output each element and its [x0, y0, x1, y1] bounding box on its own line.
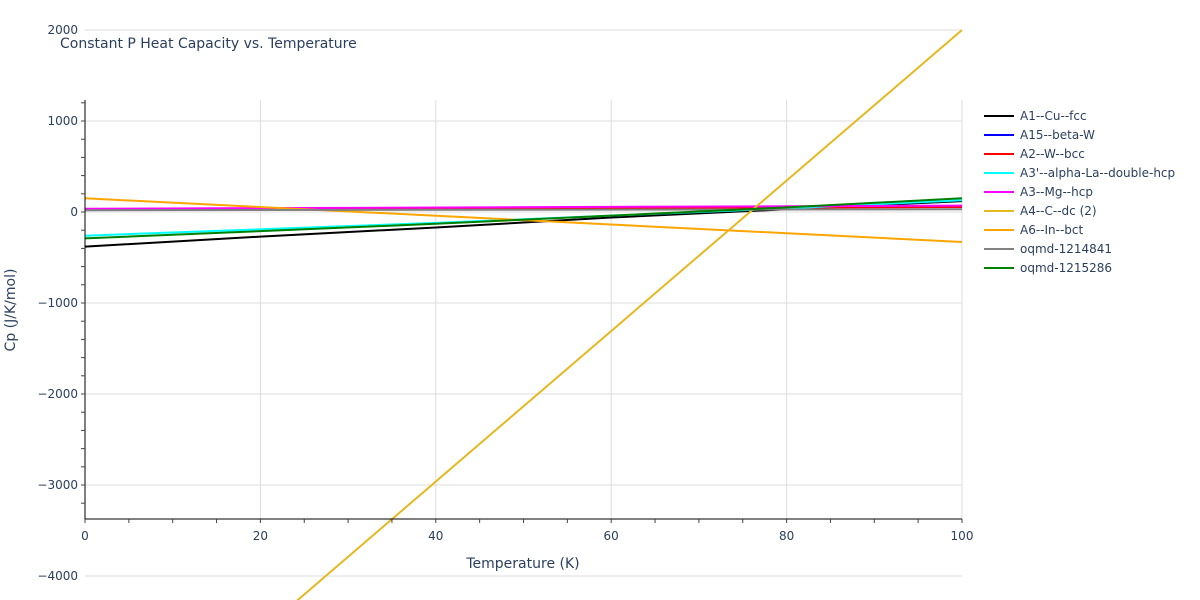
x-tick-label: 0	[81, 529, 89, 543]
axes: 0 20 40 60 80 100 2000 1000 0 −1000 −2000 −3000 −400…	[37, 23, 974, 583]
legend-label: A3'--alpha-La--double-hcp	[1020, 165, 1176, 180]
legend-label: A3--Mg--hcp	[1020, 184, 1093, 199]
legend-item[interactable]: A2--W--bcc	[984, 144, 1175, 163]
chart-title: Constant P Heat Capacity vs. Temperature	[60, 36, 357, 52]
legend-line-icon	[984, 114, 1014, 117]
y-axis-title: Cp (J/K/mol)	[3, 269, 19, 352]
legend-label: A1--Cu--fcc	[1020, 108, 1087, 123]
legend-line-icon	[984, 171, 1014, 174]
legend-label: A2--W--bcc	[1020, 146, 1085, 161]
y-tick-label: 0	[70, 205, 78, 219]
series-line-5	[296, 29, 963, 600]
gridlines	[85, 29, 963, 577]
legend-line-icon	[984, 209, 1014, 212]
legend-line-icon	[984, 228, 1014, 231]
legend-label: A15--beta-W	[1020, 127, 1095, 142]
plot-lines	[84, 29, 963, 600]
legend-line-icon	[984, 190, 1014, 193]
x-tick-label: 100	[951, 529, 974, 543]
legend-label: oqmd-1214841	[1020, 241, 1113, 256]
y-tick-label: −2000	[37, 387, 78, 401]
legend-item[interactable]: A15--beta-W	[984, 125, 1175, 144]
x-tick-label: 80	[779, 529, 794, 543]
legend-item[interactable]: oqmd-1215286	[984, 258, 1175, 277]
legend-item[interactable]: A1--Cu--fcc	[984, 106, 1175, 125]
legend-line-icon	[984, 152, 1014, 155]
legend-item[interactable]: A3--Mg--hcp	[984, 182, 1175, 201]
legend: A1--Cu--fcc A15--beta-W A2--W--bcc A3'--alp…	[984, 106, 1175, 277]
x-tick-label: 40	[428, 529, 443, 543]
y-tick-label: −1000	[37, 296, 78, 310]
y-tick-label: −4000	[37, 569, 78, 583]
legend-label: A4--C--dc (2)	[1020, 203, 1097, 218]
legend-item[interactable]: oqmd-1214841	[984, 239, 1175, 258]
x-tick-label: 20	[253, 529, 268, 543]
legend-label: A6--In--bct	[1020, 222, 1084, 237]
y-tick-label: −3000	[37, 478, 78, 492]
legend-item[interactable]: A3'--alpha-La--double-hcp	[984, 163, 1175, 182]
series-line-7	[84, 208, 963, 212]
y-tick-label: 2000	[47, 23, 78, 37]
x-tick-label: 60	[604, 529, 619, 543]
legend-line-icon	[984, 133, 1014, 136]
legend-line-icon	[984, 266, 1014, 269]
legend-label: oqmd-1215286	[1020, 260, 1113, 275]
legend-item[interactable]: A4--C--dc (2)	[984, 201, 1175, 220]
y-tick-label: 1000	[47, 114, 78, 128]
legend-item[interactable]: A6--In--bct	[984, 220, 1175, 239]
legend-line-icon	[984, 247, 1014, 250]
series-line-8	[84, 197, 963, 240]
x-axis-title: Temperature (K)	[465, 556, 579, 572]
